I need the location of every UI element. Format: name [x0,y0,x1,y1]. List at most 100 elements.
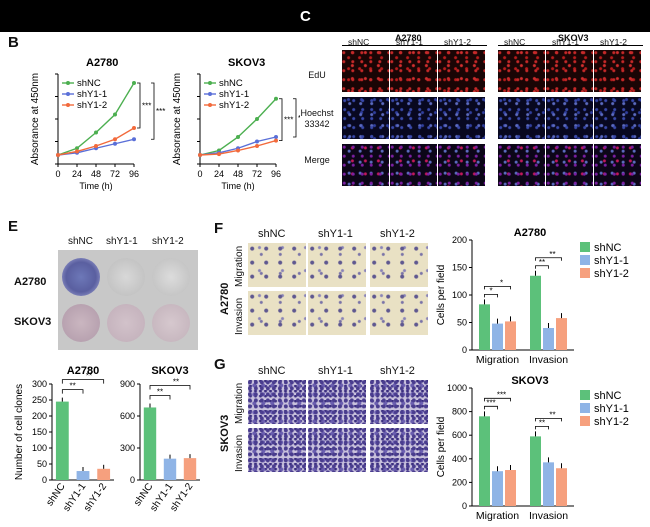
legend-swatch [580,416,590,426]
legend-label: shY1-1 [219,89,249,100]
bar-shy1-2 [183,458,197,480]
panel-label-g: G [214,356,226,373]
y-tick-label: 100 [32,443,47,453]
sig-bracket [293,98,297,138]
y-tick-label: 200 [32,411,47,421]
data-point [113,137,117,142]
x-tick-label: 72 [110,169,120,179]
bar-shy1-2 [97,468,111,480]
bar-shy1-1 [492,471,503,506]
e-col-label-shnc: shNC [68,236,94,247]
legend-label: shY1-2 [219,100,249,111]
micrograph-cell [342,97,389,139]
y-tick-label: 250 [32,395,47,405]
sig-label: ** [539,258,545,267]
e-row-label-skov3: SKOV3 [14,316,52,328]
sig-label: ** [173,377,179,386]
x-tick-label: Invasion [529,510,568,522]
y-axis-label: Number of cell clones [14,384,25,480]
c-col-label: shY1-1 [396,37,423,47]
micrograph-cell [546,50,593,92]
y-tick-label: 400 [452,454,467,464]
data-point [113,141,117,146]
y-tick-label: 800 [452,407,467,417]
data-point [132,81,136,85]
legend-marker [66,103,70,107]
e-col-label-shy1-1: shY1-1 [106,236,138,247]
legend-marker [66,81,70,85]
x-tick-label: Migration [476,354,519,366]
micrograph-cell [546,144,593,186]
sig-label: ** [157,387,163,396]
data-point [274,138,278,143]
data-point [75,149,79,154]
micrograph-cell [498,144,545,186]
y-tick-label: 0 [462,501,467,511]
x-tick-label: 96 [129,169,139,179]
sig-label: *** [284,116,293,125]
bar-shnc [530,275,541,350]
fg-col-label: shY1-2 [380,365,415,377]
legend-label: shY1-1 [594,403,629,415]
dish-a2780-shy1-2 [152,258,190,296]
legend-marker [208,103,212,107]
x-tick-label: 96 [271,169,281,179]
data-point [113,112,117,117]
micrograph-cell [546,97,593,139]
chart-title: SKOV3 [511,375,548,387]
bar-shnc [55,401,69,480]
c-row-label: EdU [308,70,326,80]
data-point [198,153,202,157]
transwell-photo [308,243,366,287]
group-label-skov3: SKOV3 [558,33,589,43]
fg-cell-line-label: A2780 [219,282,231,315]
bar-shnc [479,416,490,506]
data-point [255,139,259,144]
y-tick-label: 0 [130,475,135,485]
sig-bracket [61,379,105,384]
fg-col-label: shY1-1 [318,228,353,240]
legend-label: shY1-1 [77,89,107,100]
micrograph-cell [438,97,485,139]
bar-shy1-1 [76,471,90,480]
y-tick-label: 150 [452,263,467,273]
fg-cell-line-label: SKOV3 [219,414,231,452]
c-col-label: shY1-1 [552,37,579,47]
legend-swatch [580,268,590,278]
sig-label: * [500,278,503,287]
micrograph-cell [342,50,389,92]
data-point [132,137,136,142]
legend-label: shY1-2 [77,100,107,111]
sig-bracket [535,265,549,269]
data-point [255,117,259,121]
top-crop-bar [0,0,650,32]
y-tick-label: 150 [32,427,47,437]
sig-bracket [279,98,283,141]
transwell-photo [370,428,428,472]
data-point [217,152,221,157]
x-tick-label: 0 [197,169,202,179]
micrograph-cell [438,50,485,92]
chart-title: A2780 [86,57,118,69]
bar-shnc [530,436,541,506]
sig-label: *** [497,390,506,399]
y-tick-label: 200 [452,477,467,487]
sig-label: ** [70,382,76,391]
x-tick-label: 48 [91,169,101,179]
dish-a2780-shnc [62,258,100,296]
x-tick-label: 72 [252,169,262,179]
data-point [274,135,278,139]
data-point [94,130,98,135]
sig-bracket [151,82,155,140]
legend-label: shY1-1 [594,255,629,267]
y-tick-label: 50 [37,459,47,469]
c-col-label: shY1-2 [600,37,627,47]
bar-chart-clones-a2780: A2780 0 50 100 150 200 250 300 Number of cell cl… [14,365,114,514]
x-tick-label: 24 [72,169,82,179]
data-point [132,126,136,130]
legend-label: shNC [77,78,101,89]
chart-title: SKOV3 [228,57,265,69]
transwell-photo [308,291,366,335]
line-chart-a2780: A2780 0 24 48 72 96 Time (h) Absorance at 450nm… [30,57,165,191]
